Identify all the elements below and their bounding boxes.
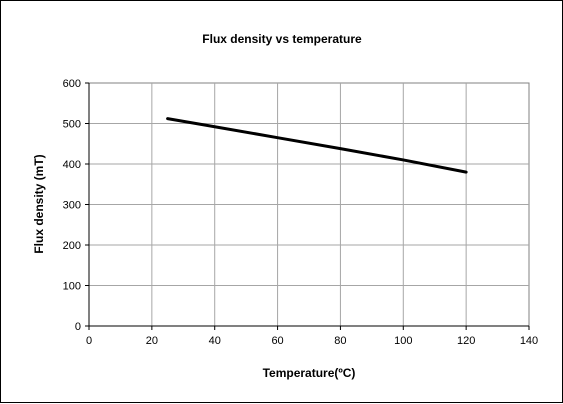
y-tick-label: 0 [75, 321, 81, 333]
series-layer [166, 117, 468, 174]
x-tick-label: 100 [394, 335, 412, 347]
y-tick-label: 100 [63, 281, 81, 293]
y-tick-label: 300 [63, 200, 81, 212]
y-tick-label: 200 [63, 240, 81, 252]
chart-title: Flux density vs temperature [202, 32, 362, 46]
x-tick-label: 0 [86, 335, 92, 347]
series-line [166, 117, 468, 174]
x-tick-label: 60 [271, 335, 283, 347]
y-tick-label: 500 [63, 119, 81, 131]
axes [85, 82, 530, 330]
x-tick-label: 20 [146, 335, 158, 347]
x-tick-label: 120 [457, 335, 475, 347]
y-tick-labels: 0 100 200 300 400 500 600 [63, 78, 81, 333]
x-tick-labels: 0 20 40 60 80 100 120 140 [86, 335, 538, 347]
x-tick-label: 140 [520, 335, 538, 347]
x-axis-label: Temperature(ºC) [263, 366, 356, 380]
y-tick-label: 600 [63, 78, 81, 90]
x-tick-label: 40 [209, 335, 221, 347]
y-axis-label: Flux density (mT) [32, 154, 46, 253]
y-tick-label: 400 [63, 159, 81, 171]
x-tick-label: 80 [334, 335, 346, 347]
gridlines [89, 83, 529, 326]
